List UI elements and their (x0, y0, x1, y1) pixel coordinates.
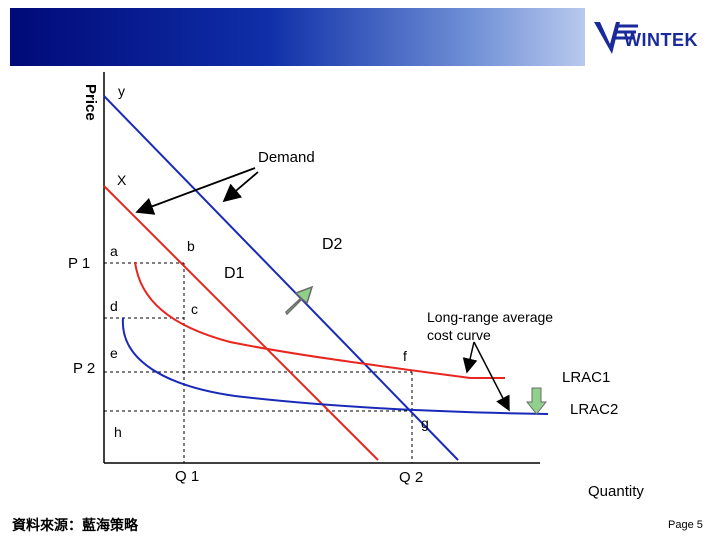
label-h: h (114, 424, 122, 440)
cost-shift-down-arrow (525, 387, 548, 415)
demand-line-d1 (103, 185, 379, 461)
label-q2: Q 2 (399, 469, 423, 486)
x-axis-label: Quantity (588, 483, 644, 500)
label-p2: P 2 (73, 360, 95, 377)
demand-pointer-arrow (222, 171, 259, 203)
demand-pointer-arrow (135, 167, 256, 215)
label-d1: D1 (224, 265, 245, 282)
lrac2-curve (121, 317, 549, 415)
lrac-pointer-arrow (462, 341, 478, 374)
label-g: g (421, 415, 429, 431)
label-p1: P 1 (68, 255, 90, 272)
y-axis-label: Price (82, 84, 99, 121)
demand-line-d2 (103, 95, 459, 461)
label-x: X (117, 172, 127, 188)
label-demand: Demand (258, 149, 315, 166)
lrac-pointer-arrow (473, 341, 510, 412)
label-e: e (110, 345, 118, 361)
label-y: y (118, 83, 125, 99)
label-d2: D2 (322, 236, 343, 253)
label-lrac2: LRAC2 (570, 401, 618, 418)
source-note: 資料來源：藍海策略 (12, 518, 138, 534)
lrac1-curve (134, 261, 505, 379)
label-lrac-title: Long-range average cost curve (427, 309, 557, 343)
demand-shift-up-arrow (285, 285, 314, 316)
logo-text: WINTEK (624, 30, 698, 50)
label-a: a (110, 243, 118, 259)
label-c: c (191, 301, 198, 317)
label-b: b (187, 238, 195, 254)
label-lrac1: LRAC1 (562, 369, 610, 386)
wintek-logo-icon (594, 22, 638, 54)
label-f: f (403, 348, 407, 364)
page-number: Page 5 (668, 519, 703, 531)
label-d: d (110, 298, 118, 314)
header-banner (10, 8, 585, 66)
label-q1: Q 1 (175, 468, 199, 485)
